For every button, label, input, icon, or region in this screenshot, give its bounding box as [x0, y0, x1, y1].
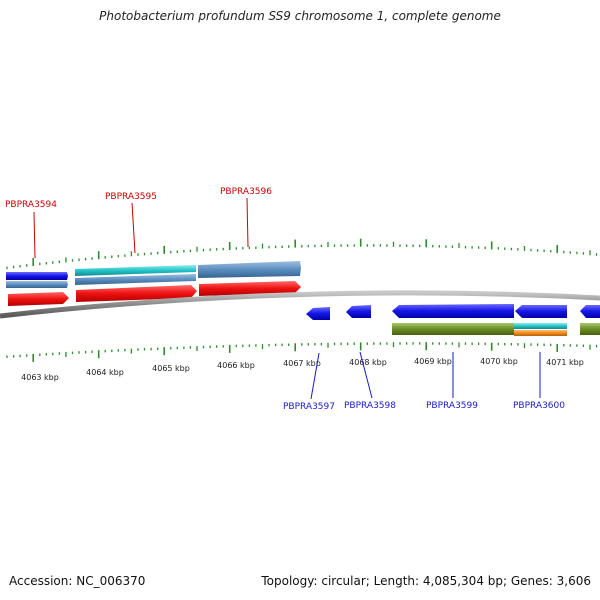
- scale-label: 4066 kbp: [217, 361, 255, 370]
- gene-3596-arrow[interactable]: [199, 281, 301, 296]
- reverse-genes: [306, 304, 600, 320]
- gene-steel-3595-lower[interactable]: [75, 274, 196, 285]
- gene-3595-arrow[interactable]: [76, 285, 197, 302]
- gene-cyan-3595-upper[interactable]: [75, 265, 196, 276]
- scale-label: 4064 kbp: [86, 368, 124, 377]
- leader-line: [246, 197, 249, 248]
- genome-backbone: [0, 290, 600, 319]
- gene-blue-3594-upper[interactable]: [6, 272, 68, 280]
- gene-label-3599[interactable]: PBPRA3599: [426, 401, 478, 411]
- scale-label: 4063 kbp: [21, 373, 59, 382]
- gene-steel-3594-lower[interactable]: [6, 281, 68, 288]
- scale-label: 4069 kbp: [414, 357, 452, 366]
- upper-gene-row: [6, 261, 301, 288]
- gene-3598-arrow[interactable]: [346, 305, 371, 318]
- gene-next-arrow[interactable]: [580, 305, 600, 318]
- leader-line: [131, 202, 136, 254]
- scale-label: 4070 kbp: [480, 357, 518, 366]
- leader-line: [310, 352, 320, 400]
- gene-3594-arrow[interactable]: [8, 292, 69, 306]
- leader-line: [33, 211, 36, 259]
- gene-label-3595[interactable]: PBPRA3595: [105, 192, 157, 202]
- gene-olive-3599[interactable]: [392, 323, 514, 335]
- genome-title: Photobacterium profundum SS9 chromosome …: [99, 9, 501, 23]
- gene-label-3594[interactable]: PBPRA3594: [5, 200, 57, 210]
- outer-ticks: [6, 238, 598, 270]
- gene-cyan-3600[interactable]: [514, 323, 567, 329]
- genome-summary-text: Topology: circular; Length: 4,085,304 bp…: [261, 574, 591, 588]
- lower-gene-row: [392, 323, 600, 336]
- gene-3599-arrow[interactable]: [392, 304, 514, 318]
- gene-3597-arrow[interactable]: [306, 307, 330, 320]
- gene-steel-3596[interactable]: [198, 261, 301, 278]
- scale-label: 4065 kbp: [152, 364, 190, 373]
- top-gene-labels: PBPRA3594 PBPRA3595 PBPRA3596: [5, 187, 272, 259]
- gene-label-3596[interactable]: PBPRA3596: [220, 187, 272, 197]
- accession-text: Accession: NC_006370: [9, 574, 146, 588]
- gene-label-3600[interactable]: PBPRA3600: [513, 401, 565, 411]
- bottom-gene-labels: PBPRA3597 PBPRA3598 PBPRA3599 PBPRA3600: [283, 351, 565, 412]
- gene-label-3598[interactable]: PBPRA3598: [344, 401, 396, 411]
- scale-labels: 4063 kbp 4064 kbp 4065 kbp 4066 kbp 4067…: [21, 357, 584, 382]
- scale-label: 4067 kbp: [283, 359, 321, 368]
- gene-label-3597[interactable]: PBPRA3597: [283, 402, 335, 412]
- gene-orange-3600[interactable]: [514, 330, 567, 336]
- scale-label: 4071 kbp: [546, 358, 584, 367]
- leader-line: [359, 351, 373, 399]
- forward-genes: [8, 281, 301, 306]
- gene-olive-next[interactable]: [580, 323, 600, 335]
- inner-ticks: [6, 342, 598, 362]
- gene-3600-arrow[interactable]: [515, 305, 567, 318]
- scale-label: 4068 kbp: [349, 358, 387, 367]
